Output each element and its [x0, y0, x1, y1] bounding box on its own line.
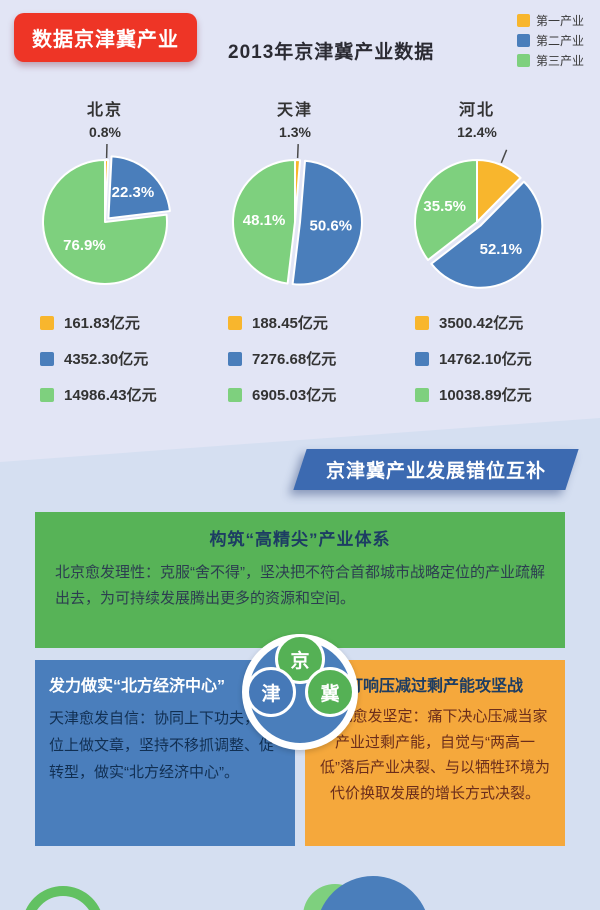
pie-slice-label: 48.1%	[243, 212, 286, 229]
value-swatch-primary-icon	[415, 315, 429, 330]
legend-label-tertiary: 第三产业	[535, 54, 584, 68]
jin-circle: 津	[246, 667, 296, 717]
value-label: 161.83亿元	[64, 315, 140, 332]
pie-slice-label: 76.9%	[63, 237, 106, 254]
ji-circle: 冀	[305, 667, 355, 717]
legend-swatch-tertiary-icon	[516, 54, 530, 67]
value-label: 188.45亿元	[252, 315, 328, 332]
legend-swatch-primary-icon	[516, 14, 530, 27]
legend-item-tertiary: 第三产业	[516, 52, 584, 69]
page-title: 2013年京津冀产业数据	[228, 42, 435, 63]
beijing-callout-percent: 0.8%	[89, 124, 121, 140]
chart-legend: 第一产业 第二产业 第三产业	[516, 12, 584, 69]
pie-slice	[107, 155, 171, 220]
pie-chart-tianjin: 50.6% 48.1%	[232, 144, 363, 286]
pie-slice	[430, 180, 544, 289]
value-label: 3500.42亿元	[439, 315, 524, 332]
value-row-secondary: 14762.10亿元	[415, 348, 532, 369]
value-swatch-tertiary-icon	[40, 387, 54, 402]
region-title-hebei: 河北	[458, 102, 495, 119]
region-title-tianjin: 天津	[276, 102, 313, 119]
hebei-value-list: 3500.42亿元 14762.10亿元 10038.89亿元	[415, 312, 532, 405]
hebei-chart-column: 河北 12.4% 52.1% 35.5% 3500.42亿元 14762.10亿元…	[382, 96, 572, 405]
value-label: 10038.89亿元	[439, 387, 532, 404]
tianjin-value-list: 188.45亿元 7276.68亿元 6905.03亿元	[228, 312, 336, 405]
value-swatch-primary-icon	[40, 315, 54, 330]
tianjin-callout-percent: 1.3%	[279, 124, 311, 140]
section-banner-label: 京津冀产业发展错位互补	[325, 461, 546, 482]
value-label: 4352.30亿元	[64, 351, 149, 368]
pie-slice	[291, 159, 363, 286]
pie-slice	[42, 159, 168, 285]
beijing-strategy-box: 构筑“高精尖”产业体系 北京愈发理性：克服“舍不得”，坚决把不符合首都城市战略定…	[35, 512, 565, 648]
value-row-primary: 188.45亿元	[228, 312, 336, 333]
jing-jin-ji-circle: 京 津 冀	[242, 634, 358, 750]
value-label: 14986.43亿元	[64, 387, 157, 404]
hebei-strategy-body: 河北愈发坚定：痛下决心压减当家产业过剩产能，自觉与“两高一低”落后产业决裂、与以…	[320, 708, 550, 802]
legend-label-secondary: 第二产业	[535, 34, 584, 48]
value-swatch-tertiary-icon	[228, 387, 242, 402]
title-badge: 数据京津冀产业	[14, 13, 197, 62]
pie-slice-label: 50.6%	[310, 218, 353, 235]
value-swatch-secondary-icon	[228, 351, 242, 366]
pie-slice-label: 52.1%	[480, 241, 523, 258]
section-banner: 京津冀产业发展错位互补	[293, 449, 579, 490]
pie-slice-label: 22.3%	[112, 184, 155, 201]
callout-line	[296, 144, 299, 159]
pie-chart-beijing: 22.3% 76.9%	[42, 144, 171, 285]
value-swatch-secondary-icon	[415, 351, 429, 366]
pie-slice	[414, 159, 478, 261]
beijing-strategy-title: 构筑“高精尖”产业体系	[209, 530, 391, 549]
value-swatch-secondary-icon	[40, 351, 54, 366]
beijing-value-list: 161.83亿元 4352.30亿元 14986.43亿元	[40, 312, 157, 405]
value-row-tertiary: 6905.03亿元	[228, 384, 336, 405]
tianjin-strategy-box: 发力做实“北方经济中心” 天津愈发自信：协同上下功夫，错位上做文章，坚持不移抓调…	[35, 660, 295, 846]
tianjin-strategy-title: 发力做实“北方经济中心”	[49, 678, 226, 695]
hebei-strategy-title: 打响压减过剩产能攻坚战	[346, 678, 523, 695]
legend-item-primary: 第一产业	[516, 12, 584, 29]
value-row-tertiary: 14986.43亿元	[40, 384, 157, 405]
value-label: 14762.10亿元	[439, 351, 532, 368]
hebei-callout-percent: 12.4%	[457, 124, 497, 140]
legend-swatch-secondary-icon	[516, 34, 530, 47]
beijing-chart-column: 北京 0.8% 22.3% 76.9% 161.83亿元 4352.30亿元 14…	[10, 96, 200, 405]
legend-label-primary: 第一产业	[535, 14, 584, 28]
value-row-secondary: 7276.68亿元	[228, 348, 336, 369]
value-label: 6905.03亿元	[252, 387, 337, 404]
callout-line	[500, 149, 508, 164]
pie-slice-label: 35.5%	[423, 198, 466, 215]
tianjin-chart-column: 天津 1.3% 50.6% 48.1% 188.45亿元 7276.68亿元 69…	[200, 96, 390, 405]
value-swatch-tertiary-icon	[415, 387, 429, 402]
value-row-primary: 3500.42亿元	[415, 312, 532, 333]
value-row-secondary: 4352.30亿元	[40, 348, 157, 369]
title-badge-label: 数据京津冀产业	[32, 29, 179, 51]
region-title-beijing: 北京	[86, 102, 123, 119]
pie-slice	[232, 159, 296, 285]
legend-item-secondary: 第二产业	[516, 32, 584, 49]
pie-chart-hebei: 52.1% 35.5%	[414, 149, 544, 289]
beijing-strategy-body: 北京愈发理性：克服“舍不得”，坚决把不符合首都城市战略定位的产业疏解出去，为可持…	[55, 564, 545, 608]
tianjin-strategy-body: 天津愈发自信：协同上下功夫，错位上做文章，坚持不移抓调整、促转型，做实“北方经济…	[49, 710, 275, 781]
value-label: 7276.68亿元	[252, 351, 337, 368]
value-row-primary: 161.83亿元	[40, 312, 157, 333]
value-swatch-primary-icon	[228, 315, 242, 330]
value-row-tertiary: 10038.89亿元	[415, 384, 532, 405]
